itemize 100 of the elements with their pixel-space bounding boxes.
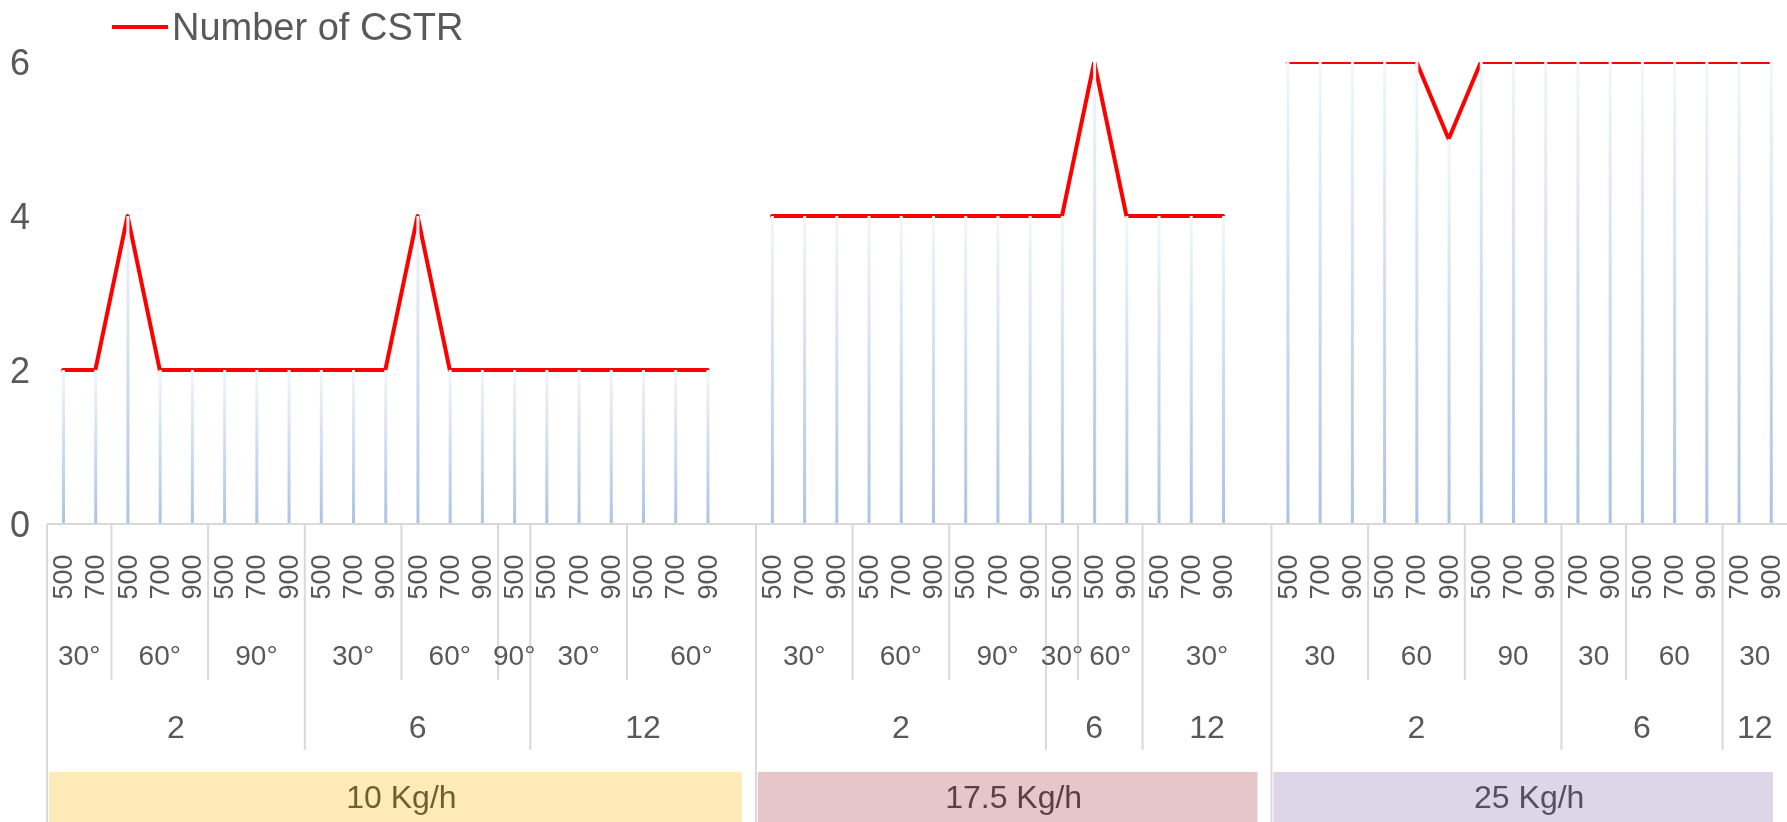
category-label: 500 (305, 554, 336, 600)
bar (1286, 62, 1290, 524)
bar (448, 370, 452, 524)
category-label: 700 (1498, 554, 1529, 600)
y-tick-label: 0 (9, 503, 31, 545)
category-label: 700 (144, 554, 175, 600)
bar (384, 370, 388, 524)
category-label: 500 (48, 554, 79, 600)
bar (1447, 139, 1451, 524)
bar (158, 370, 162, 524)
bar (1350, 62, 1354, 524)
category-label: 900 (1337, 554, 1367, 600)
category-label: 12 (625, 709, 661, 745)
category-label: 90° (976, 639, 1019, 671)
bar (770, 216, 774, 524)
category-label: 60° (138, 639, 181, 671)
bar (996, 216, 1000, 524)
category-label: 700 (1562, 554, 1593, 600)
category-label: 900 (1208, 554, 1239, 600)
bar (126, 216, 130, 524)
bar (1189, 216, 1193, 524)
bar (642, 370, 645, 524)
category-label: 900 (1111, 554, 1142, 600)
category-label: 900 (1530, 554, 1561, 600)
category-label: 25 Kg/h (1474, 779, 1585, 815)
bar (1512, 62, 1515, 524)
category-label: 60 (1400, 639, 1433, 671)
category-label: 700 (982, 554, 1013, 600)
category-label: 10 Kg/h (346, 779, 457, 815)
bar (1222, 216, 1225, 524)
category-label: 500 (209, 554, 240, 600)
category-label: 700 (434, 554, 465, 600)
category-label: 6 (1085, 709, 1104, 745)
bar (899, 216, 903, 524)
category-label: 2 (891, 709, 910, 745)
bar (1060, 216, 1064, 524)
category-label: 900 (467, 554, 497, 600)
y-tick-label: 2 (9, 349, 31, 391)
category-label: 30° (331, 639, 375, 671)
category-label: 60° (428, 639, 471, 671)
category-label: 60° (670, 639, 713, 671)
category-label: 900 (918, 554, 949, 600)
bar (1640, 62, 1644, 524)
category-label: 700 (1401, 554, 1432, 600)
category-label: 12 (1736, 709, 1773, 745)
category-label: 700 (563, 554, 594, 600)
bar (1415, 62, 1419, 524)
category-label: 500 (531, 554, 562, 600)
category-label: 500 (499, 554, 530, 600)
category-label: 60 (1658, 639, 1690, 671)
bar (1608, 62, 1612, 524)
bar (706, 370, 710, 524)
category-label: 6 (1633, 709, 1651, 745)
category-label: 60° (879, 639, 923, 671)
bar (867, 216, 871, 524)
bar (190, 370, 194, 524)
category-label: 900 (1594, 554, 1625, 600)
category-label: 500 (628, 554, 659, 600)
category-label: 2 (1407, 709, 1426, 745)
bar (1383, 62, 1387, 524)
category-label: 500 (1465, 554, 1496, 600)
bar (964, 216, 968, 524)
bar (255, 370, 259, 524)
y-tick-label: 4 (9, 195, 31, 237)
category-label: 700 (789, 554, 820, 600)
category-label: 90° (235, 639, 278, 671)
category-label: 900 (692, 554, 723, 600)
category-label: 700 (885, 554, 916, 600)
category-label: 90° (493, 639, 536, 671)
category-label: 700 (1175, 554, 1206, 600)
bar (1673, 62, 1677, 524)
category-label: 700 (338, 554, 369, 600)
bar (62, 370, 65, 524)
bar (1093, 62, 1097, 524)
category-label: 900 (177, 554, 207, 600)
category-label: 500 (1079, 554, 1110, 600)
category-label: 500 (950, 554, 981, 600)
bar (1544, 62, 1548, 524)
category-label: 900 (1433, 554, 1464, 600)
legend-label: Number of CSTR (172, 5, 464, 50)
bar (416, 216, 420, 524)
bar (1769, 62, 1773, 524)
bar (803, 216, 807, 524)
category-label: 500 (1047, 554, 1077, 600)
category-label: 700 (241, 554, 272, 600)
bar (1737, 62, 1741, 524)
category-label: 500 (1369, 554, 1400, 600)
bar (1576, 62, 1580, 524)
category-label: 700 (1659, 554, 1690, 600)
y-tick-label: 6 (9, 41, 31, 83)
category-label: 700 (1723, 554, 1754, 600)
category-label: 700 (660, 554, 691, 600)
category-label: 500 (1627, 554, 1657, 600)
bar (1318, 62, 1322, 524)
bar (1479, 62, 1483, 524)
category-label: 900 (273, 554, 304, 600)
category-label: 900 (370, 554, 401, 600)
bar (545, 370, 549, 524)
category-label: 700 (80, 554, 111, 600)
bar (674, 370, 678, 524)
